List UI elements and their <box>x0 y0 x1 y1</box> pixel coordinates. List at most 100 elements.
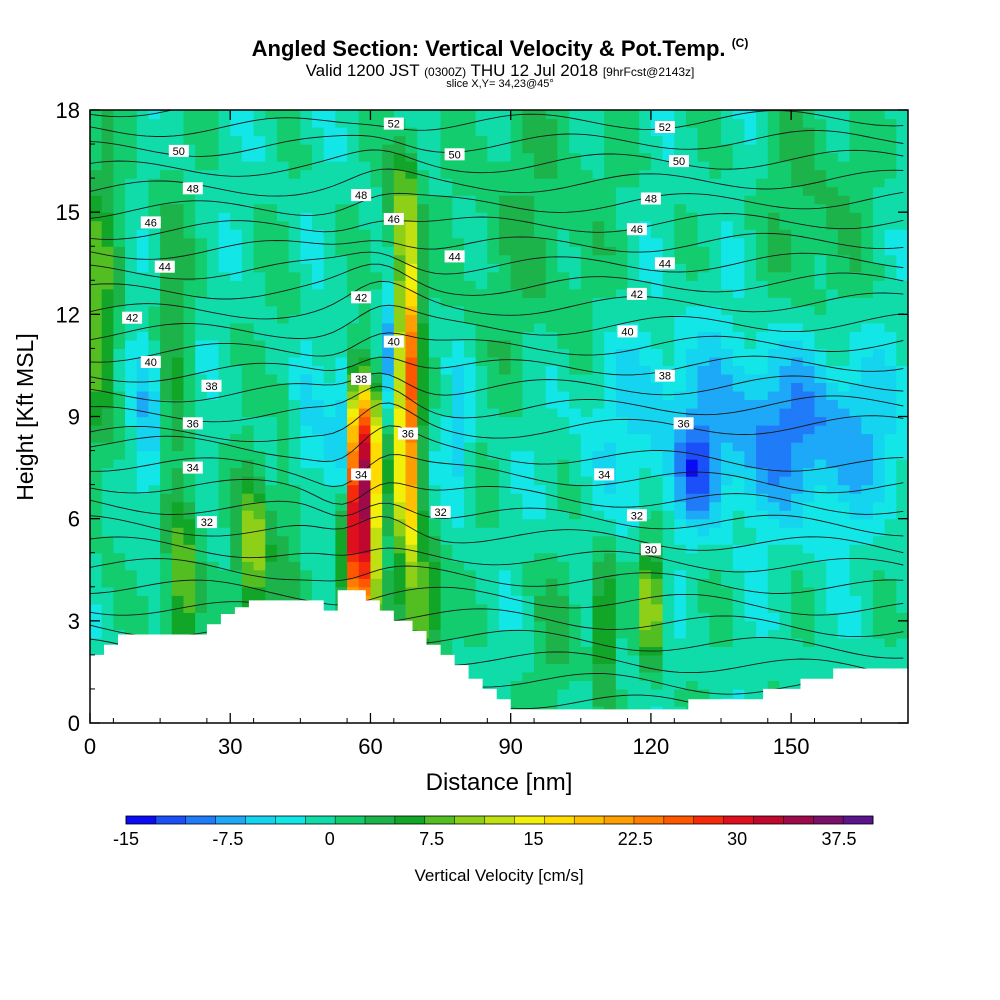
velocity-cell <box>347 578 360 588</box>
velocity-cell <box>569 416 582 426</box>
velocity-cell <box>650 288 664 298</box>
velocity-cell <box>639 212 652 222</box>
velocity-cell <box>253 348 266 358</box>
velocity-cell <box>802 135 816 145</box>
velocity-cell <box>732 331 745 341</box>
velocity-cell <box>136 518 150 528</box>
velocity-cell <box>241 212 255 222</box>
velocity-cell <box>545 110 559 120</box>
velocity-cell <box>148 314 161 324</box>
velocity-cell <box>697 654 710 664</box>
velocity-cell <box>872 195 886 205</box>
velocity-cell <box>382 263 395 273</box>
velocity-cell <box>884 220 897 230</box>
velocity-cell <box>218 535 231 545</box>
velocity-cell <box>662 637 675 647</box>
velocity-cell <box>545 450 559 460</box>
velocity-cell <box>639 680 652 690</box>
velocity-cell <box>522 237 535 247</box>
velocity-cell <box>615 305 629 315</box>
velocity-cell <box>417 356 430 367</box>
velocity-cell <box>615 595 629 605</box>
velocity-cell <box>101 620 114 630</box>
velocity-cell <box>358 127 372 137</box>
velocity-cell <box>639 535 652 545</box>
velocity-cell <box>744 450 757 460</box>
velocity-cell <box>709 484 722 494</box>
velocity-cell <box>148 135 161 145</box>
velocity-cell <box>569 390 582 401</box>
velocity-cell <box>113 425 126 435</box>
velocity-cell <box>288 476 301 486</box>
velocity-cell <box>802 178 816 188</box>
velocity-cell <box>650 493 664 503</box>
velocity-cell <box>580 654 594 664</box>
velocity-cell <box>452 535 465 545</box>
velocity-cell <box>265 161 278 171</box>
velocity-cell <box>276 254 290 264</box>
velocity-cell <box>522 220 535 230</box>
velocity-cell <box>510 535 523 545</box>
velocity-cell <box>265 322 278 332</box>
velocity-cell <box>499 322 512 332</box>
velocity-cell <box>569 671 582 682</box>
velocity-cell <box>639 620 652 630</box>
velocity-cell <box>872 348 886 358</box>
velocity-cell <box>253 271 266 281</box>
velocity-cell <box>312 569 325 579</box>
velocity-cell <box>557 629 570 639</box>
velocity-cell <box>347 144 360 154</box>
velocity-cell <box>312 527 325 537</box>
velocity-cell <box>101 603 114 613</box>
velocity-cell <box>288 595 301 605</box>
velocity-cell <box>662 629 675 639</box>
velocity-cell <box>171 518 185 528</box>
velocity-cell <box>475 510 488 520</box>
velocity-cell <box>557 552 570 562</box>
velocity-cell <box>639 339 652 349</box>
velocity-cell <box>615 263 629 273</box>
velocity-cell <box>358 305 372 315</box>
velocity-cell <box>580 305 594 315</box>
velocity-cell <box>510 620 523 630</box>
velocity-cell <box>382 501 395 511</box>
velocity-cell <box>510 382 523 392</box>
velocity-cell <box>276 569 290 579</box>
velocity-cell <box>288 186 301 196</box>
velocity-cell <box>463 169 477 179</box>
velocity-cell <box>335 518 348 528</box>
velocity-cell <box>779 127 792 137</box>
velocity-cell <box>253 484 266 494</box>
velocity-cell <box>779 271 792 281</box>
velocity-cell <box>206 186 220 196</box>
velocity-cell <box>884 254 897 264</box>
velocity-cell <box>405 263 418 273</box>
velocity-cell <box>101 280 114 290</box>
velocity-cell <box>195 271 208 281</box>
velocity-cell <box>125 365 138 375</box>
velocity-cell <box>802 620 816 630</box>
velocity-cell <box>627 382 640 392</box>
velocity-cell <box>721 476 734 486</box>
velocity-cell <box>756 416 769 426</box>
velocity-cell <box>604 203 617 213</box>
velocity-cell <box>709 629 722 639</box>
velocity-cell <box>475 671 488 682</box>
velocity-cell <box>463 348 477 358</box>
velocity-cell <box>405 348 418 358</box>
velocity-cell <box>627 203 640 213</box>
velocity-cell <box>557 425 570 435</box>
velocity-cell <box>323 229 336 239</box>
velocity-cell <box>756 271 769 281</box>
velocity-cell <box>276 382 290 392</box>
velocity-cell <box>721 561 734 571</box>
velocity-cell <box>300 501 313 511</box>
velocity-cell <box>160 493 173 503</box>
velocity-cell <box>370 595 383 605</box>
velocity-cell <box>265 178 278 188</box>
velocity-cell <box>884 501 897 511</box>
velocity-cell <box>545 442 559 452</box>
velocity-cell <box>814 152 827 162</box>
velocity-cell <box>405 280 418 290</box>
velocity-cell <box>779 407 792 418</box>
